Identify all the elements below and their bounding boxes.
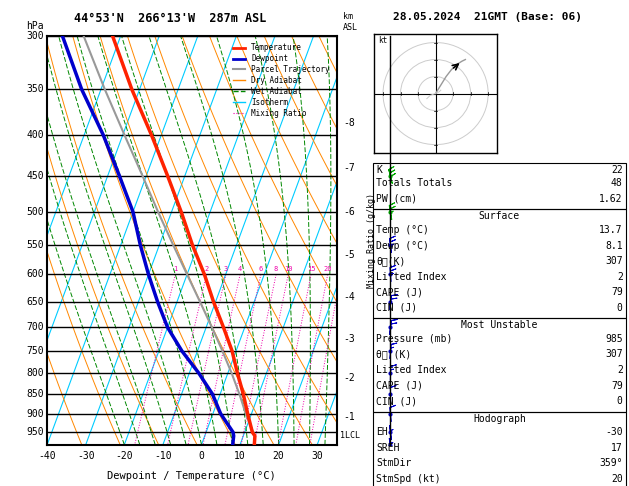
- Text: CAPE (J): CAPE (J): [376, 287, 423, 297]
- Text: 20: 20: [323, 266, 332, 273]
- Text: 300: 300: [26, 32, 44, 41]
- Text: EH: EH: [376, 427, 388, 437]
- Text: Hodograph: Hodograph: [473, 414, 526, 424]
- Text: 359°: 359°: [599, 458, 623, 469]
- Text: Pressure (mb): Pressure (mb): [376, 334, 452, 344]
- Text: -5: -5: [343, 250, 355, 260]
- Text: 307: 307: [605, 256, 623, 266]
- Text: StmSpd (kt): StmSpd (kt): [376, 474, 441, 484]
- Text: 950: 950: [26, 427, 44, 437]
- Text: 3: 3: [224, 266, 228, 273]
- Text: 6: 6: [259, 266, 263, 273]
- Text: -30: -30: [605, 427, 623, 437]
- Text: 2: 2: [204, 266, 209, 273]
- Text: CAPE (J): CAPE (J): [376, 381, 423, 391]
- Text: 22: 22: [611, 165, 623, 175]
- Text: 13.7: 13.7: [599, 225, 623, 235]
- Text: -30: -30: [77, 451, 94, 461]
- Text: -4: -4: [343, 292, 355, 302]
- Text: PW (cm): PW (cm): [376, 194, 417, 204]
- Text: Mixing Ratio (g/kg): Mixing Ratio (g/kg): [367, 193, 376, 288]
- Text: Surface: Surface: [479, 211, 520, 222]
- Text: 0: 0: [617, 303, 623, 313]
- Text: 0: 0: [617, 396, 623, 406]
- Text: CIN (J): CIN (J): [376, 396, 417, 406]
- Text: 1.62: 1.62: [599, 194, 623, 204]
- Text: 79: 79: [611, 381, 623, 391]
- Text: 400: 400: [26, 130, 44, 140]
- Text: 985: 985: [605, 334, 623, 344]
- Text: -7: -7: [343, 163, 355, 173]
- Text: kt: kt: [378, 35, 387, 45]
- Text: 700: 700: [26, 322, 44, 332]
- Text: Temp (°C): Temp (°C): [376, 225, 429, 235]
- Text: 0: 0: [199, 451, 204, 461]
- Text: 10: 10: [234, 451, 246, 461]
- Text: 28.05.2024  21GMT (Base: 06): 28.05.2024 21GMT (Base: 06): [393, 12, 582, 22]
- Text: Lifted Index: Lifted Index: [376, 365, 447, 375]
- Text: 2: 2: [617, 365, 623, 375]
- Text: 44°53'N  266°13'W  287m ASL: 44°53'N 266°13'W 287m ASL: [74, 12, 266, 25]
- Text: hPa: hPa: [26, 20, 44, 31]
- Text: -1: -1: [343, 412, 355, 422]
- Text: Lifted Index: Lifted Index: [376, 272, 447, 282]
- Text: θᴇ(K): θᴇ(K): [376, 256, 406, 266]
- Text: 800: 800: [26, 368, 44, 378]
- Text: 2: 2: [617, 272, 623, 282]
- Text: 350: 350: [26, 85, 44, 94]
- Text: 20: 20: [611, 474, 623, 484]
- Text: -3: -3: [343, 333, 355, 344]
- Text: km
ASL: km ASL: [343, 12, 358, 32]
- Text: 900: 900: [26, 409, 44, 419]
- Text: 550: 550: [26, 240, 44, 250]
- Text: 48: 48: [611, 178, 623, 189]
- Text: 8.1: 8.1: [605, 241, 623, 251]
- Text: 650: 650: [26, 297, 44, 307]
- Text: CIN (J): CIN (J): [376, 303, 417, 313]
- Text: θᴇ (K): θᴇ (K): [376, 349, 411, 360]
- Text: -10: -10: [154, 451, 172, 461]
- Text: -8: -8: [343, 118, 355, 128]
- Text: 600: 600: [26, 269, 44, 279]
- Text: -40: -40: [38, 451, 56, 461]
- Text: -2: -2: [343, 373, 355, 383]
- Text: 1LCL: 1LCL: [340, 432, 360, 440]
- Text: 20: 20: [273, 451, 284, 461]
- Legend: Temperature, Dewpoint, Parcel Trajectory, Dry Adiabat, Wet Adiabat, Isotherm, Mi: Temperature, Dewpoint, Parcel Trajectory…: [230, 40, 333, 121]
- Text: 8: 8: [274, 266, 278, 273]
- Text: 750: 750: [26, 346, 44, 356]
- Text: 500: 500: [26, 207, 44, 217]
- Text: 30: 30: [311, 451, 323, 461]
- Text: K: K: [376, 165, 382, 175]
- Text: Most Unstable: Most Unstable: [461, 320, 538, 330]
- Text: SREH: SREH: [376, 443, 399, 453]
- Text: Dewp (°C): Dewp (°C): [376, 241, 429, 251]
- Text: 1: 1: [173, 266, 177, 273]
- Text: 79: 79: [611, 287, 623, 297]
- Text: 850: 850: [26, 389, 44, 399]
- Text: Totals Totals: Totals Totals: [376, 178, 452, 189]
- Text: -20: -20: [116, 451, 133, 461]
- Text: 10: 10: [284, 266, 292, 273]
- Text: 4: 4: [238, 266, 242, 273]
- Text: 17: 17: [611, 443, 623, 453]
- Text: -6: -6: [343, 207, 355, 217]
- Text: Dewpoint / Temperature (°C): Dewpoint / Temperature (°C): [108, 471, 276, 482]
- Text: 450: 450: [26, 171, 44, 181]
- Text: 307: 307: [605, 349, 623, 360]
- Text: StmDir: StmDir: [376, 458, 411, 469]
- Text: 15: 15: [307, 266, 315, 273]
